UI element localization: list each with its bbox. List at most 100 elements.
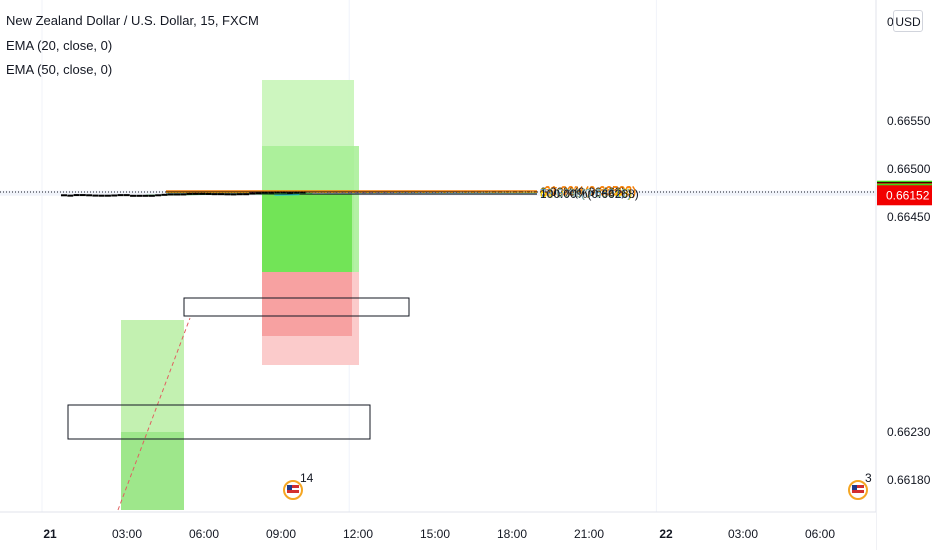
candle [280,191,287,194]
candle [148,194,155,197]
candle [180,193,187,196]
price-tick-label: 0.66180 [887,473,931,487]
candle-body [299,191,306,194]
fib-label: -27.00%(0.66523) [540,184,636,198]
candle [142,194,149,197]
candle [123,194,130,197]
time-tick-label: 03:00 [112,527,142,541]
candle-body [205,192,212,195]
candle-body [174,193,181,196]
candle-body [104,194,111,197]
candle-body [111,194,118,197]
candle-body [117,194,124,197]
time-tick-label: 12:00 [343,527,373,541]
candle-body [167,193,174,196]
candle [249,192,256,195]
candle-body [180,193,187,196]
time-axis-bg [0,512,876,550]
candle [268,191,275,194]
flag-stripe [287,485,299,488]
candle-body [274,191,281,194]
candle-body [243,193,250,196]
long-entry-zone-1 [121,432,184,510]
candle-body [236,193,243,196]
candle [186,192,193,195]
position-zones [121,80,359,510]
fib-label: 78.60%(0.66311) [540,187,631,201]
symbol-title: New Zealand Dollar / U.S. Dollar, 15, FX… [6,13,259,28]
candle [111,194,118,197]
candle-body [142,194,149,197]
candle-body [224,193,231,196]
time-tick-label: 03:00 [728,527,758,541]
currency-button[interactable]: USD [893,10,923,32]
candle [98,194,105,197]
candle-body [92,194,99,197]
candle [255,192,262,195]
us-flag-icon[interactable]: 14 [283,471,314,500]
candle [155,194,162,197]
candle-body [287,191,294,194]
candle [236,193,243,196]
candle [67,194,74,197]
candle-body [211,193,218,196]
price-tick-label: 0.66550 [887,114,931,128]
time-tick-label: 06:00 [189,527,219,541]
candles [60,191,306,197]
time-tick-label: 09:00 [266,527,296,541]
fib-label: 50.00%(0.66369) [540,186,632,200]
candle [293,191,300,194]
candle-body [199,192,206,195]
price-tick-label: 0.66450 [887,210,931,224]
flag-stripe [852,485,864,488]
long-entry-zone-2 [262,192,352,272]
candle [174,193,181,196]
price-tick-label: 0.66500 [887,162,931,176]
fib-label: 100.00%(0.66268) [540,187,639,201]
time-tick-label: 15:00 [420,527,450,541]
candle [167,193,174,196]
candle [205,192,212,195]
candle-body [280,191,287,194]
ema20-legend[interactable]: EMA (20, close, 0) [6,38,113,53]
price-axis-bg [876,0,932,550]
flag-stripe [287,490,299,493]
candle [130,194,137,197]
flag-stripe [852,490,864,493]
candle-body [98,194,105,197]
candle [79,194,86,197]
candle [217,193,224,196]
price-axis: 0.66550 0.66500 0.66450 0.66230 0.66180 0 0.66… [875,0,932,550]
fib-trend-line [165,191,538,195]
candle [60,194,67,197]
candle-body [268,191,275,194]
candle [192,192,199,195]
candle [86,194,93,197]
demand-zone-box [67,404,371,440]
fib-label: -61.80%(0.66593) [540,184,636,198]
candle [73,194,80,197]
us-flag-icon[interactable]: 3 [848,471,872,500]
price-tick-partial: 0 [887,15,894,29]
price-tag-bg [877,185,932,206]
candle [230,193,237,196]
candle-body [255,192,262,195]
candle [161,193,168,196]
price-tag-label: 0.66152 [886,188,930,202]
candle-body [86,194,93,197]
time-tick-label: 21 [43,527,57,541]
candle-body [123,194,130,197]
candle-body [130,194,137,197]
candle [299,191,306,194]
candle [92,194,99,197]
event-count: 14 [300,471,314,485]
supply-zone-box [183,297,410,317]
time-axis: 21 03:00 06:00 09:00 12:00 15:00 18:00 21:00 22 0… [0,511,876,550]
fib-label: 61.80%(0.66345) [540,186,632,200]
candle [287,191,294,194]
candle-body [148,194,155,197]
event-count: 3 [865,471,872,485]
flag-canton [287,485,292,490]
ema50-legend[interactable]: EMA (50, close, 0) [6,62,113,77]
